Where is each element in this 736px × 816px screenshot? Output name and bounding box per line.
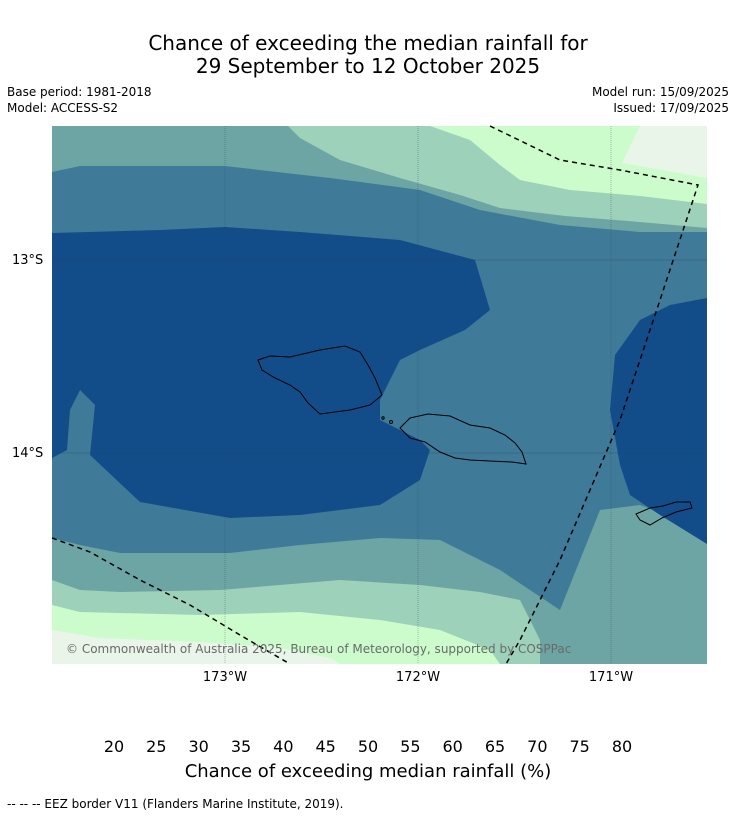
lon-label-173w: 173°W [202,670,248,685]
savaii-island-outline [257,345,383,415]
lon-label-172w: 172°W [395,670,441,685]
meta-right: Model run: 15/09/2025 Issued: 17/09/2025 [592,84,729,116]
colorbar-title: Chance of exceeding median rainfall (%) [184,761,552,782]
colorbar-tick-label: 70 [527,737,548,756]
rainfall-map [51,125,707,665]
band-above-80-east [610,298,707,544]
eez-footnote: -- -- -- EEZ border V11 (Flanders Marine… [7,797,344,811]
colorbar-tick-label: 35 [230,737,252,756]
upolu-island-outline [399,413,527,465]
manono-islet [389,420,393,424]
copyright-notice: © Commonwealth of Australia 2025, Bureau… [66,642,572,656]
meta-left: Base period: 1981-2018 Model: ACCESS-S2 [7,84,152,116]
band-50-55-top [622,126,707,178]
base-period: Base period: 1981-2018 [7,85,152,99]
tutuila-island-outline [635,501,693,526]
colorbar-tick-label: 25 [146,737,167,756]
colorbar-tick-label: 40 [273,737,294,756]
colorbar-tick-label: 45 [315,737,336,756]
colorbar-tick-label: 55 [400,737,421,756]
model-run: Model run: 15/09/2025 [591,85,729,99]
title-line-1: Chance of exceeding the median rainfall … [148,31,588,55]
apolima-islet [381,416,385,420]
colorbar-tick-label: 50 [357,737,379,756]
colorbar-tick-label: 60 [442,737,463,756]
issued-date: Issued: 17/09/2025 [613,101,729,115]
colorbar-tick-label: 75 [569,737,590,756]
colorbar-tick-label: 80 [611,737,633,756]
gridlines [52,126,707,664]
colorbar-tick-label: 20 [103,737,125,756]
title-line-2: 29 September to 12 October 2025 [195,54,541,78]
model-name: Model: ACCESS-S2 [7,101,119,115]
band-above-80-main [52,227,490,518]
band-50-55-bottom [52,630,340,664]
eez-border-east [489,125,699,665]
colorbar-tick-label: 30 [188,737,209,756]
lat-label-13s: 13°S [12,253,44,268]
colorbar-tick-label: 65 [484,737,506,756]
lon-label-171w: 171°W [588,670,634,685]
lat-label-14s: 14°S [12,446,44,461]
